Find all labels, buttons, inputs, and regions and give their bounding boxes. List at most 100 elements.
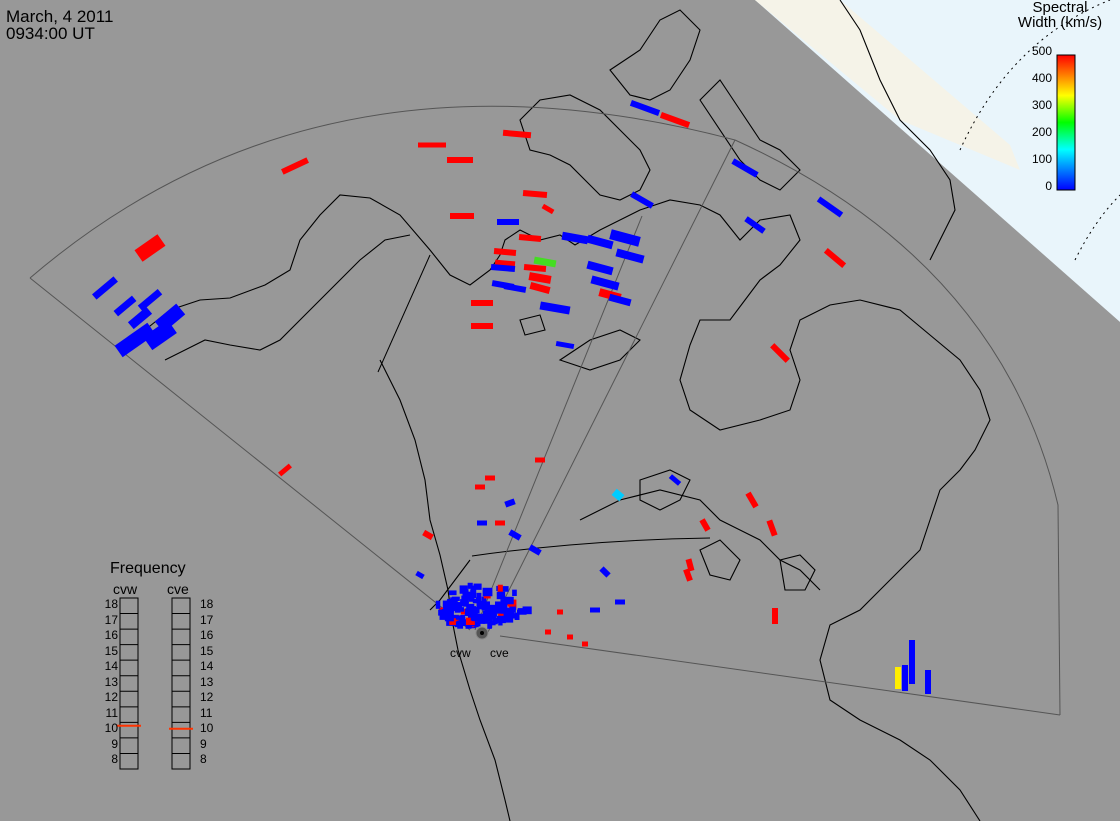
timestamp-header: March, 4 2011 0934:00 UT: [6, 8, 113, 42]
scatter-cell: [470, 585, 476, 593]
scatter-cell: [468, 595, 475, 602]
scatter-cell: [590, 275, 620, 291]
scatter-cell: [489, 620, 496, 626]
frequency-scale-label: 18: [200, 597, 214, 611]
colorbar-title-line1: Spectral: [1032, 0, 1088, 16]
scatter-cell: [281, 157, 309, 175]
scatter-cell: [450, 213, 474, 219]
scatter-cell: [541, 203, 555, 215]
frequency-scale-label: 8: [200, 752, 207, 767]
scatter-cell: [481, 596, 487, 603]
scatter-cell: [770, 343, 790, 363]
colorbar-tick-500: 500: [1031, 44, 1052, 58]
scatter-cell: [555, 340, 575, 350]
frequency-scale-label: 14: [104, 659, 118, 674]
scatter-cell: [439, 613, 447, 620]
scatter-cell: [452, 615, 461, 620]
colorbar-tick-100: 100: [1031, 152, 1052, 166]
frequency-scale-label: 11: [105, 705, 118, 720]
cvw-frequency-bar: [119, 597, 139, 770]
scatter-cell: [489, 604, 499, 613]
scatter-cell: [471, 323, 493, 329]
scatter-cell: [502, 129, 532, 139]
time-label: 0934:00 UT: [6, 24, 95, 43]
scatter-cell: [415, 570, 425, 580]
site-label-cvw: cvw: [450, 646, 471, 660]
scatter-cell: [895, 667, 901, 689]
frequency-scale-label: 10: [104, 721, 118, 736]
scatter-cell: [452, 605, 458, 611]
frequency-scale-label: 8: [111, 752, 118, 767]
scatter-cell: [479, 600, 484, 610]
scatter-cell: [137, 288, 163, 312]
colorbar-title-line2: Width (km/s): [1017, 14, 1103, 31]
scatter-cell: [459, 607, 464, 612]
scatter-cell: [495, 520, 505, 526]
frequency-ticks: [120, 613, 190, 754]
scatter-cell: [545, 629, 551, 635]
scatter-cell: [459, 585, 468, 594]
frequency-scale-label: 13: [200, 674, 214, 689]
scatter-cell: [462, 598, 469, 607]
scatter-cell: [659, 112, 691, 128]
polar-terminator-band: [755, 0, 1020, 170]
scatter-cell: [629, 100, 661, 116]
scatter-cell: [487, 621, 492, 629]
colorbar-title: Spectral Width (km/s): [1000, 0, 1120, 30]
scatter-cell: [475, 484, 485, 490]
scatter-cell: [448, 590, 457, 596]
scatter-cell: [482, 587, 493, 597]
scatter-cell: [459, 619, 467, 627]
scatter-cell: [500, 607, 510, 614]
frequency-scale-label: 15: [200, 643, 214, 658]
scatter-cell: [567, 634, 573, 640]
scatter-cell: [772, 608, 778, 624]
scatter-cell: [470, 589, 477, 599]
scatter-cell: [509, 604, 516, 613]
scatter-cell: [485, 475, 495, 481]
scatter-cell: [458, 602, 463, 608]
cvw-label: cvw: [113, 581, 138, 597]
scatter-cell: [925, 670, 931, 694]
scatter-cell: [630, 191, 654, 209]
polar-circle-dotted-2: [1074, 194, 1120, 261]
scatter-cell: [608, 293, 632, 307]
scatter-cell: [590, 607, 600, 613]
scatter-cell: [474, 613, 482, 621]
scatter-cell: [451, 596, 460, 602]
scatter-cell: [522, 606, 532, 615]
scatter-cell: [493, 248, 517, 256]
scatter-cell: [823, 247, 847, 269]
scatter-cell: [471, 608, 478, 618]
scatter-cell: [533, 256, 557, 268]
scatter-cell: [611, 488, 625, 502]
scatter-cell: [902, 665, 908, 691]
scatter-cell: [699, 518, 711, 532]
scatter-cell: [465, 617, 475, 626]
cve-label: cve: [167, 581, 189, 597]
scatter-cell: [539, 301, 571, 315]
scatter-cell: [909, 640, 915, 684]
scatter-cell: [442, 600, 449, 609]
scatter-cell: [418, 142, 446, 148]
scatter-cell: [114, 322, 156, 358]
scatter-cell: [154, 303, 186, 333]
frequency-scale-label: 9: [111, 736, 118, 751]
scatter-cell: [586, 234, 614, 250]
scatter-cell: [504, 498, 516, 508]
colorbar-gradient: [1056, 54, 1076, 191]
scatter-cell: [438, 609, 448, 616]
scatter-cell: [278, 463, 292, 477]
radar-site-center: [480, 631, 484, 635]
scatter-cell: [473, 618, 481, 627]
scatter-cell: [447, 157, 473, 163]
scatter-cell: [500, 599, 506, 605]
scatter-cell: [503, 615, 514, 623]
scatter-cell: [483, 601, 490, 609]
scatter-cell: [766, 519, 778, 537]
scatter-cell: [460, 614, 466, 621]
scatter-cell: [615, 599, 625, 605]
scatter-cell: [516, 609, 527, 615]
